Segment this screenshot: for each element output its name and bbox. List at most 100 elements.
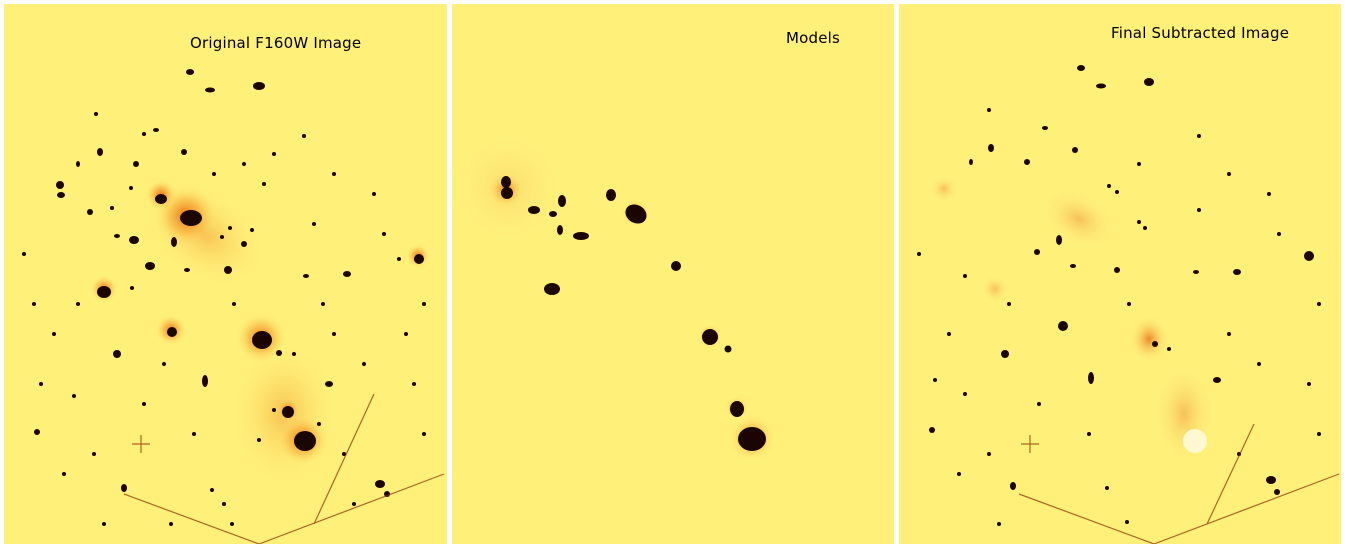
galaxy-blob (1257, 362, 1261, 366)
galaxy-blob (1114, 267, 1120, 273)
galaxy-blob (987, 452, 991, 456)
galaxy-blob (142, 402, 146, 406)
galaxy-blob (167, 327, 177, 337)
galaxy-blob (1227, 172, 1231, 176)
galaxy-blob (224, 266, 232, 274)
galaxy-blob (1107, 184, 1111, 188)
galaxy-blob (92, 452, 96, 456)
galaxy-blob (1096, 83, 1106, 89)
galaxy-blob (113, 350, 121, 358)
galaxy-blob (181, 149, 187, 155)
subtracted-image (917, 65, 1340, 544)
galaxy-blob (62, 472, 66, 476)
galaxy-blob (241, 241, 247, 247)
galaxy-blob (342, 452, 346, 456)
panel-title-models: Models (786, 29, 841, 47)
galaxy-blob (1197, 134, 1201, 138)
galaxy-blob (52, 332, 56, 336)
galaxy-blob (969, 159, 973, 165)
galaxy-blob (1077, 65, 1085, 71)
galaxy-blob (362, 362, 366, 366)
galaxy-blob (282, 406, 294, 418)
galaxy-blob (321, 302, 325, 306)
galaxy-blob (1088, 372, 1094, 384)
galaxy-blob (1037, 402, 1041, 406)
galaxy-blob (212, 172, 216, 176)
galaxy-blob (97, 148, 103, 156)
galaxy-blob (34, 429, 40, 435)
galaxy-blob (332, 172, 336, 176)
galaxy-blob (180, 210, 202, 226)
galaxy-blob (1058, 321, 1068, 331)
galaxy-blob (129, 186, 133, 190)
galaxy-blob (1115, 190, 1119, 194)
galaxy-blob (272, 408, 276, 412)
galaxy-blob (988, 144, 994, 152)
galaxy-blob (294, 431, 316, 451)
galaxy-blob (1167, 347, 1171, 351)
galaxy-blob (145, 262, 155, 270)
galaxy-blob (987, 108, 991, 112)
galaxy-blob (1056, 235, 1062, 245)
galaxy-blob (222, 502, 226, 506)
original-image (22, 69, 445, 544)
galaxy-blob (87, 209, 93, 215)
galaxy-blob (230, 522, 234, 526)
galaxy-blob (228, 226, 232, 230)
galaxy-blob (1266, 476, 1276, 484)
galaxy-blob (963, 392, 967, 396)
galaxy-blob (1137, 162, 1141, 166)
galaxy-blob (130, 286, 134, 290)
galaxy-blob (276, 350, 282, 356)
galaxy-blob (933, 378, 937, 382)
galaxy-blob (1010, 482, 1016, 490)
galaxy-blob (110, 206, 114, 210)
galaxy-blob (171, 237, 177, 247)
galaxy-blob (1233, 269, 1241, 275)
galaxy-blob (57, 192, 65, 198)
galaxy-blob (1127, 302, 1131, 306)
galaxy-blob (1197, 208, 1201, 212)
galaxy-blob (1304, 251, 1314, 261)
galaxy-blob (252, 331, 272, 349)
galaxy-blob (242, 162, 246, 166)
galaxy-blob (184, 268, 190, 272)
galaxy-blob (205, 87, 215, 93)
galaxy-blob (202, 375, 208, 387)
galaxy-blob (76, 302, 80, 306)
galaxy-blob (129, 236, 139, 244)
galaxy-blob (957, 472, 961, 476)
galaxy-blob (257, 438, 261, 442)
galaxy-blob (250, 228, 254, 232)
galaxy-blob (352, 502, 356, 506)
galaxy-blob (114, 234, 120, 238)
galaxy-blob (1105, 486, 1109, 490)
galaxy-blob (1144, 78, 1154, 86)
galaxy-blob (162, 362, 166, 366)
galaxy-blob (1137, 220, 1141, 224)
galaxy-blob (997, 522, 1001, 526)
galaxy-blob (1001, 350, 1009, 358)
galaxy-blob (917, 252, 921, 256)
galaxy-blob (121, 484, 127, 492)
galaxy-blob (72, 394, 76, 398)
galaxy-field (22, 69, 426, 526)
galaxy-blob (1152, 341, 1158, 347)
galaxy-blob (375, 480, 385, 488)
galaxy-blob (192, 432, 196, 436)
galaxy-blob (1317, 432, 1321, 436)
galaxy-blob (220, 235, 224, 239)
galaxy-blob (210, 488, 214, 492)
models-image (452, 130, 776, 462)
galaxy-blob (947, 332, 951, 336)
galaxy-blob (1072, 147, 1078, 153)
galaxy-blob (929, 427, 935, 433)
galaxy-blob (1193, 270, 1199, 274)
galaxy-blob (1070, 264, 1076, 268)
galaxy-blob (1024, 159, 1030, 165)
galaxy-blob (382, 232, 386, 236)
galaxy-blob (32, 302, 36, 306)
galaxy-blob (1267, 192, 1271, 196)
galaxy-blob (312, 222, 316, 226)
models-panel: Models (452, 4, 894, 544)
